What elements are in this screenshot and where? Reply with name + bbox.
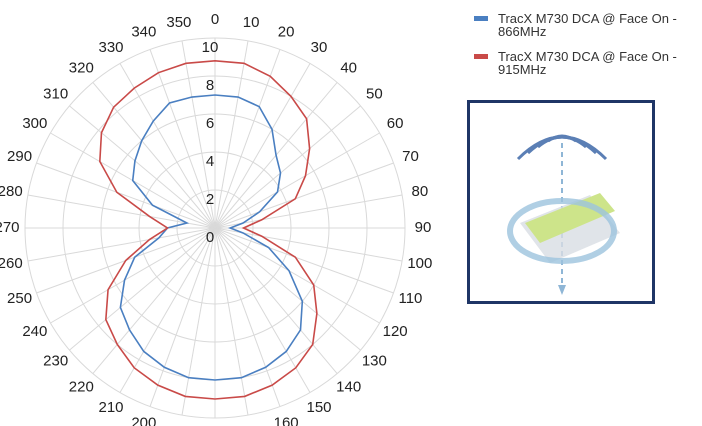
spoke bbox=[214, 105, 361, 229]
angle-label: 0 bbox=[211, 11, 219, 28]
spoke bbox=[214, 49, 281, 229]
angle-label: 210 bbox=[98, 399, 123, 416]
grid-ring bbox=[176, 189, 254, 267]
angle-label: 300 bbox=[22, 115, 47, 132]
angle-label: 140 bbox=[336, 378, 361, 395]
spoke bbox=[36, 162, 216, 229]
spoke bbox=[92, 227, 216, 374]
angle-label: 340 bbox=[131, 24, 156, 41]
spoke bbox=[214, 227, 249, 416]
angle-label: 100 bbox=[407, 255, 432, 272]
angle-label: 70 bbox=[402, 148, 419, 165]
angle-label: 110 bbox=[398, 290, 422, 307]
spoke bbox=[214, 40, 249, 229]
angle-label: 170 bbox=[239, 424, 264, 426]
grid-ring bbox=[138, 151, 292, 305]
angle-label: 190 bbox=[166, 424, 191, 426]
angle-label: 240 bbox=[22, 323, 47, 340]
legend-item: TracX M730 DCA @ Face On - 915MHz bbox=[472, 50, 702, 76]
angle-label: 310 bbox=[43, 85, 68, 102]
angle-label: 330 bbox=[98, 39, 123, 56]
legend-label: TracX M730 DCA @ Face On - 866MHz bbox=[498, 11, 677, 39]
angle-label: 320 bbox=[69, 60, 94, 77]
spoke bbox=[149, 227, 216, 407]
angle-label: 250 bbox=[7, 290, 32, 307]
legend-label: TracX M730 DCA @ Face On - 915MHz bbox=[498, 49, 677, 77]
angle-label: 160 bbox=[274, 414, 299, 426]
radial-tick-label: 0 bbox=[206, 229, 214, 246]
orientation-icon bbox=[467, 100, 655, 304]
legend-item: TracX M730 DCA @ Face On - 866MHz bbox=[472, 12, 702, 38]
angle-label: 130 bbox=[362, 353, 387, 370]
spoke bbox=[214, 63, 311, 229]
spoke bbox=[214, 227, 403, 262]
spoke bbox=[27, 194, 216, 229]
angle-label: 290 bbox=[7, 148, 32, 165]
spoke bbox=[119, 63, 216, 229]
angle-label: 260 bbox=[0, 255, 23, 272]
legend-swatch bbox=[474, 16, 488, 21]
grid-ring bbox=[24, 37, 406, 419]
angle-label: 30 bbox=[311, 39, 328, 56]
spoke bbox=[50, 227, 216, 324]
legend: TracX M730 DCA @ Face On - 866MHz TracX M… bbox=[472, 12, 702, 88]
spoke bbox=[181, 40, 216, 229]
spoke bbox=[69, 105, 216, 229]
spoke bbox=[214, 162, 394, 229]
radial-tick-label: 6 bbox=[206, 115, 214, 132]
chart: 0 102030405060708090100110120130140150160… bbox=[0, 11, 432, 426]
spoke bbox=[214, 227, 281, 407]
angle-label: 80 bbox=[411, 183, 428, 200]
radial-tick-label: 2 bbox=[206, 191, 214, 208]
angle-label: 150 bbox=[306, 399, 331, 416]
spoke bbox=[27, 227, 216, 262]
angle-label: 120 bbox=[383, 323, 408, 340]
angle-label: 350 bbox=[166, 14, 191, 31]
spoke bbox=[214, 227, 311, 393]
spoke bbox=[149, 49, 216, 229]
angle-label: 270 bbox=[0, 219, 20, 236]
angle-label: 60 bbox=[387, 115, 404, 132]
spoke bbox=[214, 194, 403, 229]
angle-label: 280 bbox=[0, 183, 23, 200]
spoke bbox=[214, 227, 361, 351]
angle-label: 230 bbox=[43, 353, 68, 370]
angle-label: 50 bbox=[366, 85, 383, 102]
legend-swatch bbox=[474, 54, 488, 59]
radial-tick-label: 10 bbox=[202, 39, 219, 56]
series-line bbox=[119, 94, 304, 381]
radial-tick-label: 4 bbox=[206, 153, 214, 170]
spoke bbox=[214, 227, 380, 324]
icon-drawing bbox=[507, 134, 620, 295]
grid-ring bbox=[100, 113, 330, 343]
series-line bbox=[99, 59, 318, 400]
spoke bbox=[214, 132, 380, 229]
angle-label: 90 bbox=[415, 219, 432, 236]
spoke bbox=[119, 227, 216, 393]
angle-label: 220 bbox=[69, 378, 94, 395]
radial-tick-label: 8 bbox=[206, 77, 214, 94]
spoke bbox=[214, 227, 394, 294]
spoke bbox=[69, 227, 216, 351]
angle-label: 200 bbox=[131, 414, 156, 426]
spoke bbox=[181, 227, 216, 416]
spoke bbox=[214, 227, 338, 374]
angle-label: 40 bbox=[340, 60, 357, 77]
angle-label: 20 bbox=[278, 24, 295, 41]
angle-label: 10 bbox=[243, 14, 260, 31]
